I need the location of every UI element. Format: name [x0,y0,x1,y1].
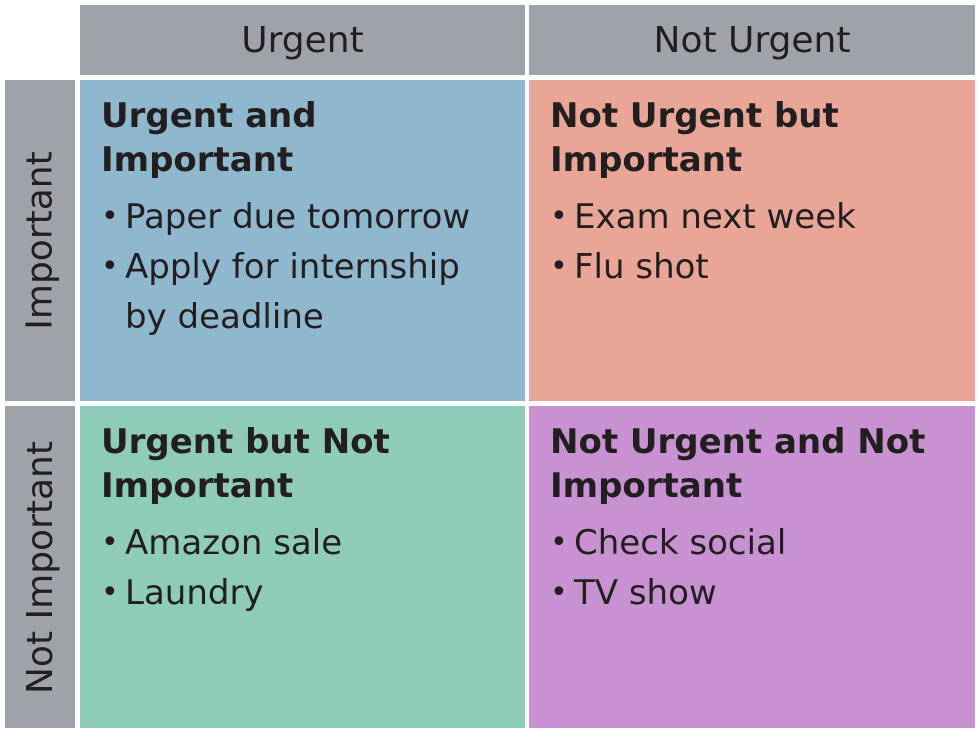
list-item: • Apply for internship by deadline [101,242,485,342]
bullet-icon: • [101,525,119,560]
quadrant-title: Not Urgent but Important [550,96,839,180]
list-item-text: Laundry [125,573,264,613]
list-item: • Check social [550,518,955,568]
quadrant-item-list: • Amazon sale • Laundry [101,518,505,618]
row-header-important-label: Important [19,151,61,330]
bullet-icon: • [550,525,568,560]
list-item: • TV show [550,568,955,618]
bullet-icon: • [550,575,568,610]
list-item-text: Exam next week [574,197,856,237]
quadrant-not-urgent-important: Not Urgent but Important • Exam next week… [529,80,975,401]
quadrant-title: Urgent and Important [101,96,317,180]
bullet-icon: • [101,249,119,284]
quadrant-item-list: • Check social • TV show [550,518,955,618]
quadrant-urgent-not-important: Urgent but Not Important • Amazon sale • L… [80,406,525,728]
list-item-text: TV show [574,573,717,613]
column-header-not-urgent: Not Urgent [529,5,975,75]
quadrant-item-list: • Paper due tomorrow • Apply for internshi… [101,192,505,342]
list-item-text: Paper due tomorrow [125,197,471,237]
bullet-icon: • [101,199,119,234]
list-item-text: Apply for internship by deadline [125,247,460,337]
list-item: • Laundry [101,568,505,618]
column-header-not-urgent-label: Not Urgent [653,19,851,61]
row-header-not-important-label: Not Important [19,440,61,694]
list-item: • Exam next week [550,192,955,242]
quadrant-urgent-important: Urgent and Important • Paper due tomorrow… [80,80,525,401]
quadrant-title: Urgent but Not Important [101,422,390,506]
column-header-urgent: Urgent [80,5,525,75]
column-header-urgent-label: Urgent [241,19,364,61]
list-item-text: Amazon sale [125,523,343,563]
row-header-not-important: Not Important [5,406,75,728]
list-item-text: Check social [574,523,787,563]
list-item: • Amazon sale [101,518,505,568]
list-item-text: Flu shot [574,247,709,287]
bullet-icon: • [550,199,568,234]
bullet-icon: • [101,575,119,610]
bullet-icon: • [550,249,568,284]
quadrant-item-list: • Exam next week • Flu shot [550,192,955,292]
list-item: • Paper due tomorrow [101,192,505,242]
quadrant-not-urgent-not-important: Not Urgent and Not Important • Check soci… [529,406,975,728]
row-header-important: Important [5,80,75,401]
quadrant-title: Not Urgent and Not Important [550,422,926,506]
list-item: • Flu shot [550,242,955,292]
